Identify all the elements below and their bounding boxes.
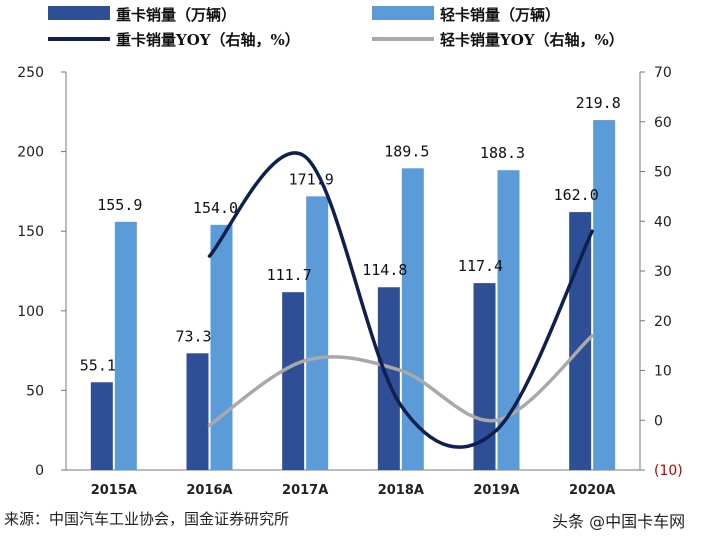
light-truck-bar [497, 170, 520, 471]
right-tick-label: 70 [654, 65, 672, 81]
axes: 0 50 100 150 200 250 (10) 0 10 20 30 40 50 60 70 2015A 2… [17, 65, 682, 498]
legend-label: 重卡销量YOY（右轴，%） [116, 31, 300, 49]
right-tick-label: 50 [654, 165, 672, 181]
right-tick-label: 20 [654, 314, 672, 330]
light-truck-value-label: 171.9 [289, 170, 334, 188]
heavy-truck-value-label: 111.7 [267, 266, 312, 284]
light-truck-bar [593, 120, 616, 470]
left-tick-label: 250 [17, 65, 44, 81]
heavy-truck-bar [186, 353, 209, 470]
watermark: 头条 @中国卡车网 [552, 512, 686, 531]
source-note: 来源：中国汽车工业协会，国金证券研究所 [4, 510, 290, 528]
right-tick-label: 40 [654, 214, 672, 230]
left-tick-label: 50 [26, 383, 44, 399]
heavy-truck-yoy-line [207, 151, 594, 449]
light-truck-value-label: 219.8 [576, 94, 621, 112]
right-tick-label: 0 [654, 413, 663, 429]
category-label: 2016A [186, 483, 232, 498]
right-tick-label: 60 [654, 115, 672, 131]
right-tick-label: (10) [654, 463, 683, 479]
legend-label: 轻卡销量（万辆） [440, 6, 560, 24]
legend-swatch [48, 6, 110, 20]
legend-label: 重卡销量（万辆） [116, 6, 236, 24]
category-label: 2018A [378, 483, 424, 498]
category-label: 2020A [569, 483, 615, 498]
light-truck-yoy-line [207, 333, 594, 427]
legend-label: 轻卡销量YOY（右轴，%） [440, 31, 624, 49]
heavy-truck-value-label: 55.1 [80, 356, 116, 374]
heavy-truck-value-label: 117.4 [458, 257, 503, 275]
light-truck-value-label: 154.0 [193, 199, 238, 217]
left-tick-label: 150 [17, 224, 44, 240]
category-label: 2019A [473, 483, 519, 498]
light-truck-value-label: 188.3 [480, 144, 525, 162]
heavy-truck-bar [473, 283, 496, 470]
light-truck-bar [306, 196, 329, 470]
light-truck-value-label: 155.9 [97, 196, 142, 214]
lines [207, 151, 594, 449]
left-tick-label: 200 [17, 145, 44, 161]
right-tick-label: 10 [654, 364, 672, 380]
heavy-truck-value-label: 114.8 [362, 261, 407, 279]
category-label: 2017A [282, 483, 328, 498]
right-tick-label: 30 [654, 264, 672, 280]
light-truck-value-label: 189.5 [384, 142, 429, 160]
data-labels: 55.1 73.3 111.7 114.8 117.4 162.0 155.9 154.0 17… [80, 94, 621, 374]
heavy-truck-value-label: 162.0 [554, 186, 599, 204]
heavy-truck-bar [282, 292, 305, 470]
legend: 重卡销量（万辆） 轻卡销量（万辆） 重卡销量YOY（右轴，%） 轻卡销量YOY（右轴，… [48, 6, 624, 49]
category-label: 2015A [91, 483, 137, 498]
heavy-truck-value-label: 73.3 [175, 327, 211, 345]
left-tick-label: 100 [17, 304, 44, 320]
light-truck-bar [114, 221, 137, 470]
light-truck-bar [210, 224, 233, 470]
light-truck-bar [401, 168, 424, 471]
left-tick-label: 0 [35, 463, 44, 479]
heavy-truck-bar [90, 382, 113, 470]
legend-swatch [372, 6, 434, 20]
bars [90, 120, 616, 471]
